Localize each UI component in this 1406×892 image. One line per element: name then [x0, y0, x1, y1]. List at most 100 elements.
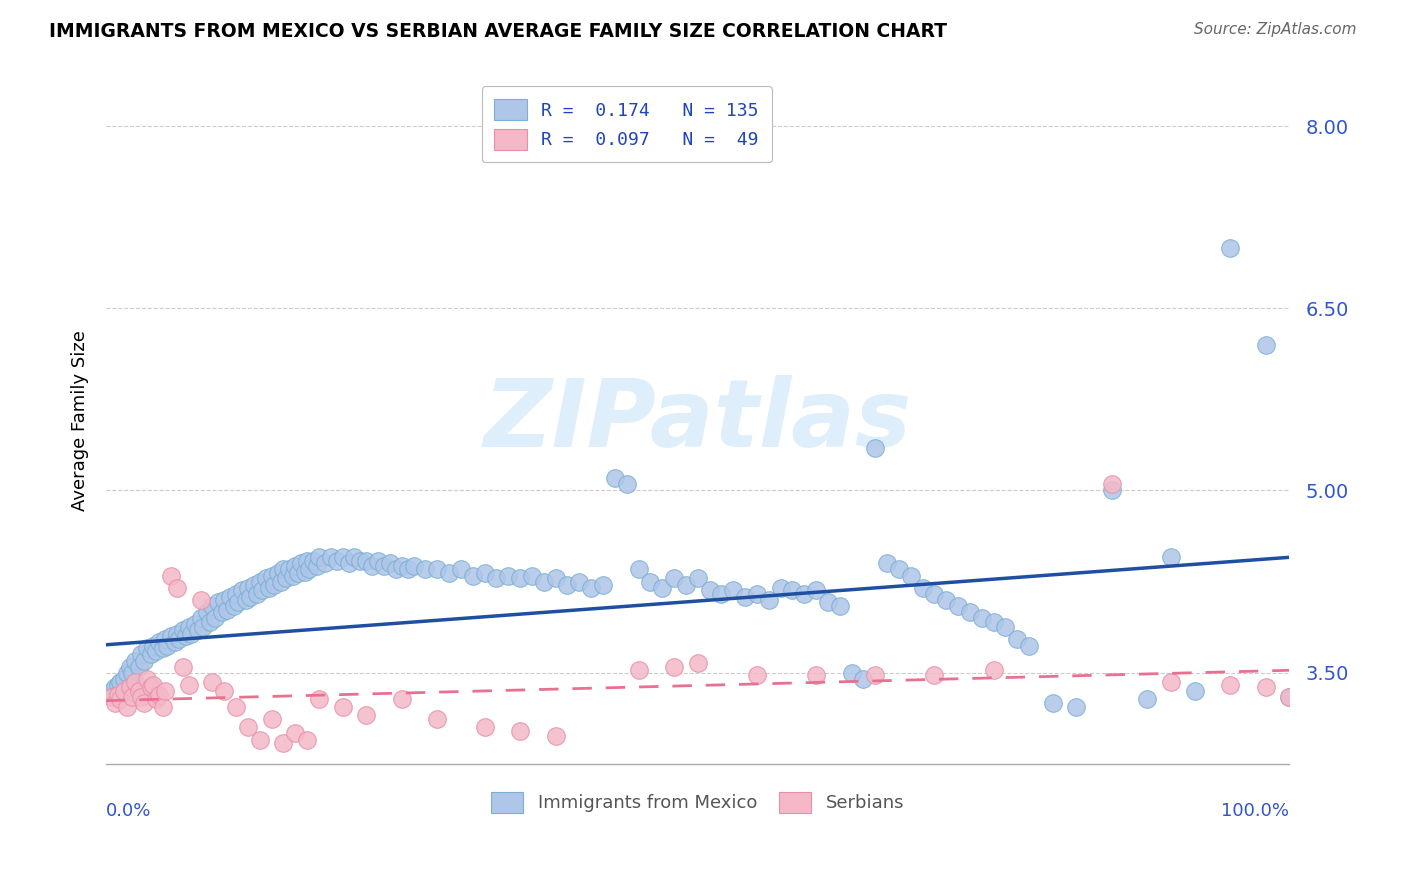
Point — [305, 558, 328, 573]
Point — [946, 599, 969, 613]
Point — [627, 562, 650, 576]
Text: 100.0%: 100.0% — [1222, 802, 1289, 820]
Point — [699, 583, 721, 598]
Point — [198, 615, 221, 629]
Point — [828, 599, 851, 613]
Point — [187, 623, 209, 637]
Point — [852, 672, 875, 686]
Point — [243, 578, 266, 592]
Point — [107, 688, 129, 702]
Point — [367, 554, 389, 568]
Point — [284, 558, 307, 573]
Point — [804, 668, 827, 682]
Point — [356, 554, 378, 568]
Point — [373, 558, 395, 573]
Point — [509, 571, 531, 585]
Point — [1018, 639, 1040, 653]
Point — [128, 684, 150, 698]
Point — [1219, 240, 1241, 254]
Point — [228, 595, 250, 609]
Point — [115, 665, 138, 680]
Point — [385, 562, 408, 576]
Point — [332, 550, 354, 565]
Point — [290, 557, 312, 571]
Text: IMMIGRANTS FROM MEXICO VS SERBIAN AVERAGE FAMILY SIZE CORRELATION CHART: IMMIGRANTS FROM MEXICO VS SERBIAN AVERAG… — [49, 22, 948, 41]
Point — [176, 629, 198, 643]
Point — [804, 583, 827, 598]
Point — [298, 562, 321, 576]
Point — [391, 558, 413, 573]
Point — [841, 665, 863, 680]
Point — [287, 566, 309, 580]
Point — [115, 699, 138, 714]
Point — [260, 712, 283, 726]
Point — [204, 611, 226, 625]
Point — [1042, 696, 1064, 710]
Legend: Immigrants from Mexico, Serbians: Immigrants from Mexico, Serbians — [479, 780, 915, 823]
Point — [415, 562, 437, 576]
Point — [900, 568, 922, 582]
Point — [579, 581, 602, 595]
Point — [1101, 477, 1123, 491]
Point — [281, 568, 304, 582]
Point — [509, 724, 531, 739]
Point — [887, 562, 910, 576]
Point — [166, 581, 188, 595]
Point — [207, 595, 229, 609]
Point — [131, 648, 153, 662]
Point — [651, 581, 673, 595]
Point — [169, 632, 191, 646]
Point — [132, 654, 155, 668]
Point — [361, 558, 384, 573]
Point — [118, 659, 141, 673]
Point — [450, 562, 472, 576]
Point — [793, 587, 815, 601]
Point — [273, 736, 295, 750]
Point — [337, 557, 360, 571]
Point — [136, 672, 159, 686]
Point — [662, 571, 685, 585]
Point — [662, 659, 685, 673]
Point — [145, 644, 167, 658]
Point — [156, 639, 179, 653]
Point — [959, 605, 981, 619]
Point — [139, 648, 162, 662]
Point — [474, 566, 496, 580]
Point — [302, 554, 325, 568]
Point — [332, 699, 354, 714]
Point — [640, 574, 662, 589]
Point — [568, 574, 591, 589]
Point — [180, 627, 202, 641]
Point — [970, 611, 993, 625]
Point — [201, 675, 224, 690]
Point — [1278, 690, 1301, 704]
Point — [124, 654, 146, 668]
Point — [104, 681, 127, 695]
Point — [273, 562, 295, 576]
Point — [1160, 550, 1182, 565]
Point — [1136, 692, 1159, 706]
Point — [236, 581, 259, 595]
Point — [152, 699, 174, 714]
Point — [983, 615, 1005, 629]
Point — [426, 712, 449, 726]
Point — [349, 554, 371, 568]
Point — [160, 629, 183, 643]
Text: ZIPatlas: ZIPatlas — [484, 375, 911, 467]
Point — [745, 668, 768, 682]
Point — [437, 566, 460, 580]
Point — [863, 441, 886, 455]
Point — [295, 554, 318, 568]
Point — [108, 692, 131, 706]
Point — [721, 583, 744, 598]
Point — [214, 684, 236, 698]
Point — [325, 554, 347, 568]
Text: Source: ZipAtlas.com: Source: ZipAtlas.com — [1194, 22, 1357, 37]
Point — [152, 641, 174, 656]
Point — [153, 684, 176, 698]
Point — [249, 574, 271, 589]
Point — [132, 696, 155, 710]
Point — [225, 587, 247, 601]
Point — [145, 692, 167, 706]
Point — [121, 665, 143, 680]
